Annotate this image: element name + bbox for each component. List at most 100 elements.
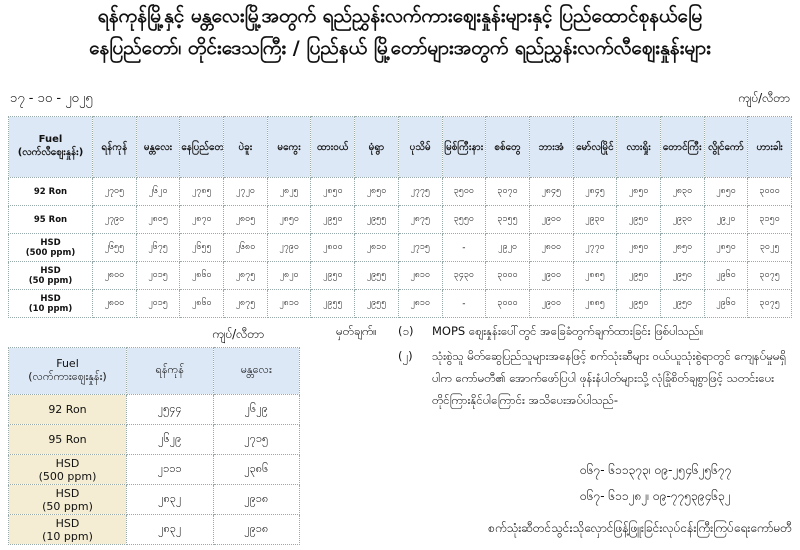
price-cell: ၃၀၀၀ [485,289,530,318]
price-cell: ၂၈၀၀ [92,289,137,318]
price-cell: ၂၈၃၂ [126,514,214,545]
column-header: လွိုင်ကော် [703,116,749,178]
price-cell: ၂၆၂၉ [212,394,300,425]
price-cell: ၂၈၂၀ [266,261,312,290]
price-cell: ၃၀၂၅ [747,233,792,262]
price-cell: ၂၉၂၀ [485,233,530,262]
price-cell: ၂၈၁၀ [397,261,443,290]
price-cell: ၃၀၇၅ [747,261,792,290]
price-cell: ၂၈၀၀ [528,233,574,262]
price-cell: ၂၈၀၀ [92,261,137,290]
footer: စက်သုံးဆီတင်သွင်းသိုလှောင်ဖြန့်ဖြူးခြင်း… [488,521,792,535]
table-row: 95 Ron ၂၆၂၉ ၂၇၁၅ [8,424,300,455]
price-cell: ၂၈၅၀ [266,205,312,234]
note-text: သုံးစွဲသူ မိတ်ဆွေပြည်သူများအနေဖြင့် စက်သ… [432,349,787,407]
table-row: HSD (10 ppm) ၂၈၀၀ ၂၀၁၅ ၂၈၆၀ ၂၈၇၅ ၂၈၁၀ ၂၉၅၅ ၂၉၅၅… [8,289,792,318]
price-cell: ၂၉၅၀ [659,289,705,318]
price-cell: ၂၇၉၀ [92,205,137,234]
column-header: လားရှိုး [616,116,661,178]
price-cell: ၃၀၇၀ [485,177,530,206]
table-row: HSD (50 ppm) ၂၈၀၀ ၂၀၁၅ ၂၈၆၀ ၂၈၇၅ ၂၈၂၀ ၂၉၅၀ ၂၉၅၅… [8,261,792,290]
price-cell: ၃၄၃၀ [441,261,487,290]
price-cell: ၃၀၀၀ [485,261,530,290]
price-cell: ၂၀၁၅ [135,261,181,290]
price-cell: ၂၈၅၀ [703,233,749,262]
price-cell: ၂၉၅၅ [354,205,399,234]
price-cell: ၂၈၃၀ [659,177,705,206]
column-header: မန္တလေး [212,347,300,395]
price-cell: ၂၈၇၅ [223,289,268,318]
header-row: Fuel (လက်လီဈေးနှုန်း) ရန်ကုန် မန္တလေး နေပြည… [8,116,792,178]
price-cell: ၂၈၆၀ [179,289,225,318]
fuel-cell: 92 Ron [8,394,127,425]
column-header: ရန်ကုန် [92,116,137,178]
price-cell: ၂၉၆၀ [703,289,749,318]
table-row: 92 Ron ၂၅၄၄ ၂၆၂၉ [8,394,300,425]
price-cell: ၂၈၈၅ [572,289,618,318]
price-cell: ၂၈၈၅ [572,261,618,290]
price-cell: ၂၇၉၀ [266,233,312,262]
phone: ၀၆၇- ၆၁၁၃၇၃၊ ၀၉-၂၅၄၆၂၅၆၇၇ [580,463,732,477]
price-cell: ၂၉၅၀ [659,261,705,290]
price-cell: ၂၈၀၅ [223,205,268,234]
price-cell: ၂၉၅၅ [354,261,399,290]
price-cell: ၂၉၅၅ [354,289,399,318]
price-cell: ၃၀၀၀ [747,177,792,206]
column-header: မကွေး [266,116,312,178]
price-cell: ၂၉၅၀ [616,289,661,318]
price-cell: ၂၉၅၀ [310,205,356,234]
title-line: ရန်ကုန်မြို့နှင့် မန္တလေးမြို့အတွက် ရည်ည… [97,5,703,27]
unit: ကျပ်/လီတာ [212,327,265,341]
column-header: ပုသိမ် [397,116,443,178]
table-row: 92 Ron ၂၇၀၅ ၂၆၂၀ ၂၇၈၅ ၂၇၂၀ ၂၈၂၅ ၂၈၅၀ ၂၈၅၀ ၂၇၇၅ ၃၅… [8,177,792,206]
price-cell: ၂၆၇၅ [135,233,181,262]
price-cell: ၂၈၁၀ [266,289,312,318]
fuel-cell: HSD (50 ppm) [8,261,93,290]
price-cell: ၂၉၂၀ [703,205,749,234]
price-cell: ၂၇၈၅ [179,177,225,206]
fuel-cell: HSD (500 ppm) [8,233,93,262]
price-cell: ၂၈၅၀ [616,233,661,262]
price-cell: ၂၇၀၅ [92,177,137,206]
price-cell: - [441,233,487,262]
price-cell: ၂၆၂၉ [126,424,214,455]
price-cell: ၂၈၇၅ [223,261,268,290]
price-cell: ၂၉၅၀ [310,261,356,290]
column-header: ထားဝယ် [310,116,356,178]
price-cell: ၂၈၀၅ [135,205,181,234]
price-cell: ၂၉၅၅ [310,289,356,318]
table-row: HSD (500 ppm) ၂၁၁၁ ၂၃၈၆ [8,454,300,485]
retail-table: Fuel (လက်လီဈေးနှုန်း) ရန်ကုန် မန္တလေး နေပြည… [8,116,792,318]
price-cell: ၂၉၃၀ [659,205,705,234]
column-header: စစ်တွေ [485,116,530,178]
price-cell: ၂၀၁၅ [135,289,181,318]
column-header: မန္တလေး [135,116,181,178]
price-cell: ၂၉၀၀ [528,289,574,318]
wholesale-table: Fuel (လက်ကားဈေးနှုန်း) ရန်ကုန် မန္တလေး 92 R… [8,347,300,545]
price-cell: ၂၈၄၅ [528,177,574,206]
price-cell: ၂၉၁၈ [212,484,300,515]
note-text: MOPS ဈေးနှုန်းပေါ်တွင် အခြေခံတွက်ချက်ထား… [432,324,704,338]
price-cell: ၂၈၂၅ [266,177,312,206]
table-row: HSD (500 ppm) ၂၆၅၅ ၂၆၇၅ ၂၆၅၅ ၂၆၈၀ ၂၇၉၀ ၂၈၀၀ ၂၈၁… [8,233,792,262]
price-cell: ၂၉၀၀ [528,205,574,234]
price-cell: ၂၈၅၀ [659,233,705,262]
price-cell: ၂၈၁၀ [354,233,399,262]
column-header: မြစ်ကြီးနား [441,116,487,178]
price-cell: ၃၁၅၀ [747,205,792,234]
price-cell: ၂၈၇၀ [179,205,225,234]
price-cell: ၂၅၄၄ [126,394,214,425]
price-cell: ၃၀၇၅ [747,289,792,318]
column-header: Fuel (လက်ကားဈေးနှုန်း) [8,347,127,395]
price-cell: ၂၇၂၀ [223,177,268,206]
price-cell: ၂၉၅၀ [616,261,661,290]
column-header: မော်လမြိုင် [572,116,618,178]
price-cell: ၂၈၀၀ [310,233,356,262]
price-cell: ၂၆၈၀ [223,233,268,262]
phone: ၀၆၇- ၆၁၁၂၈၂၊ ၀၉-၇၇၅၃၉၄၆၃၂ [580,489,731,503]
fuel-cell: HSD (10 ppm) [8,514,127,545]
column-header: Fuel (လက်လီဈေးနှုန်း) [8,116,93,178]
price-cell: ၂၃၈၆ [212,454,300,485]
fuel-cell: 95 Ron [8,205,93,234]
